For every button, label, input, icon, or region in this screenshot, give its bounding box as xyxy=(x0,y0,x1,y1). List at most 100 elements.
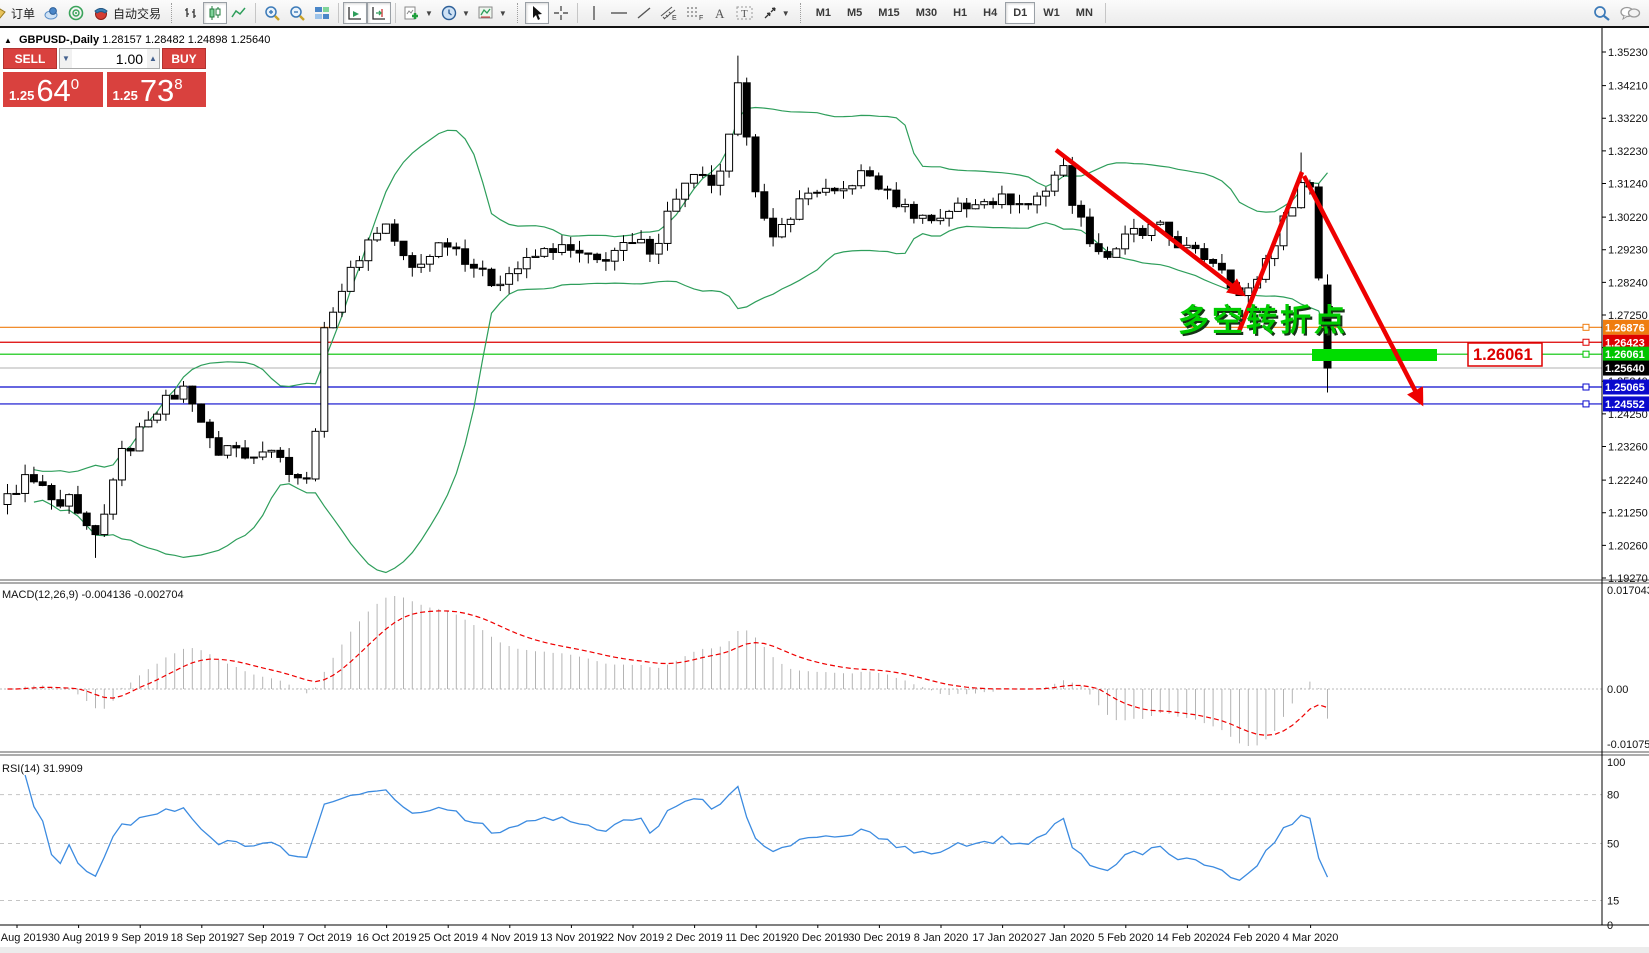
buy-price-display[interactable]: 1.25 73 8 xyxy=(106,72,206,107)
macd-signal-line xyxy=(7,610,1328,736)
tile-windows-icon xyxy=(315,7,330,19)
trendline-button[interactable] xyxy=(632,2,656,24)
timeframe-h4-button[interactable]: H4 xyxy=(975,2,1005,24)
toolbar-separator xyxy=(255,3,257,23)
buy-button[interactable]: BUY xyxy=(162,48,206,69)
line-chart-button[interactable] xyxy=(227,2,251,24)
volume-input[interactable] xyxy=(71,49,148,68)
crosshair-icon xyxy=(553,6,568,20)
svg-text:4 Nov 2019: 4 Nov 2019 xyxy=(482,932,538,944)
sell-price-display[interactable]: 1.25 64 0 xyxy=(3,72,103,107)
svg-text:1.31240: 1.31240 xyxy=(1608,178,1648,190)
periods-button[interactable]: ▼ xyxy=(437,2,474,24)
line-handle xyxy=(1582,323,1590,331)
cursor-button[interactable] xyxy=(524,2,549,24)
search-icon xyxy=(1594,5,1610,21)
auto-scroll-icon xyxy=(348,7,362,20)
svg-text:1.24250: 1.24250 xyxy=(1608,409,1648,421)
zoom-in-button[interactable] xyxy=(260,2,285,24)
arrows-icon xyxy=(764,7,776,19)
vertical-line-button[interactable] xyxy=(582,2,606,24)
new-order-button[interactable]: 订单 xyxy=(0,2,39,24)
svg-text:25 Oct 2019: 25 Oct 2019 xyxy=(418,932,478,944)
clock-icon xyxy=(441,5,457,21)
rsi-line xyxy=(24,774,1329,882)
horizontal-line-button[interactable] xyxy=(606,2,632,24)
svg-text:1.35230: 1.35230 xyxy=(1608,47,1648,59)
svg-text:4 Mar 2020: 4 Mar 2020 xyxy=(1283,932,1339,944)
svg-text:1.19270: 1.19270 xyxy=(1608,573,1648,585)
new-order-label: 订单 xyxy=(11,6,36,21)
toolbar-separator xyxy=(1104,3,1106,23)
one-click-trading-panel: SELL ▼ ▲ BUY 1.25 64 0 1.25 73 8 xyxy=(3,48,206,107)
text-button[interactable]: A xyxy=(708,2,732,24)
svg-text:1.30220: 1.30220 xyxy=(1608,212,1648,224)
timeframe-m30-button[interactable]: M30 xyxy=(908,2,945,24)
svg-text:11 Dec 2019: 11 Dec 2019 xyxy=(725,932,787,944)
svg-text:21 Aug 2019: 21 Aug 2019 xyxy=(0,932,48,944)
bollinger-bands xyxy=(33,106,1329,574)
templates-button[interactable]: ▼ xyxy=(474,2,511,24)
chat-button[interactable] xyxy=(1615,2,1645,24)
svg-text:27 Jan 2020: 27 Jan 2020 xyxy=(1034,932,1095,944)
macd-axis-max: 0.017043 xyxy=(1607,585,1649,597)
sell-button[interactable]: SELL xyxy=(3,48,57,69)
autotrading-label: 自动交易 xyxy=(113,6,162,21)
chart-symbol-period: GBPUSD-,Daily xyxy=(18,34,100,46)
timeframe-h1-button[interactable]: H1 xyxy=(945,2,975,24)
channel-button[interactable]: E xyxy=(656,2,682,24)
indicators-button[interactable]: ▼ xyxy=(400,2,437,24)
arrows-button[interactable]: ▼ xyxy=(758,2,794,24)
bar-chart-button[interactable] xyxy=(179,2,203,24)
channel-icon: E xyxy=(660,6,677,21)
buy-price-major: 1.25 xyxy=(112,88,138,103)
zoom-out-button[interactable] xyxy=(285,2,310,24)
text-icon: A xyxy=(715,6,725,21)
main-toolbar: 订单 自动交易 ▼ ▼ xyxy=(0,0,1649,28)
collapse-panel-icon[interactable]: ▲ xyxy=(4,36,12,45)
svg-text:T: T xyxy=(741,8,748,20)
price-chart-canvas[interactable]: 1.35230 1.34210 1.33220 1.32230 1.31240 1.302… xyxy=(0,28,1649,953)
timeframe-d1-button[interactable]: D1 xyxy=(1005,2,1036,24)
price-tag: 1.26876 xyxy=(1603,319,1649,335)
svg-text:1.26061: 1.26061 xyxy=(1605,349,1645,361)
macd-axis-zero: 0.00 xyxy=(1607,684,1628,696)
chart-shift-button[interactable] xyxy=(367,2,392,24)
search-button[interactable] xyxy=(1589,2,1615,24)
metaeditor-icon xyxy=(44,7,58,20)
signals-button[interactable] xyxy=(64,2,89,24)
svg-text:8 Jan 2020: 8 Jan 2020 xyxy=(914,932,968,944)
candlestick-chart-button[interactable] xyxy=(203,2,228,24)
svg-text:1.26876: 1.26876 xyxy=(1605,322,1645,334)
svg-text:1.33220: 1.33220 xyxy=(1608,113,1648,125)
autotrading-button[interactable]: 自动交易 xyxy=(89,2,165,24)
chart-window[interactable]: 1.35230 1.34210 1.33220 1.32230 1.31240 1.302… xyxy=(0,28,1649,953)
timeframe-m1-button[interactable]: M1 xyxy=(808,2,839,24)
dropdown-arrow-icon: ▼ xyxy=(425,8,433,18)
bar-chart-icon xyxy=(185,8,197,18)
crosshair-button[interactable] xyxy=(549,2,573,24)
svg-text:1.21250: 1.21250 xyxy=(1608,508,1648,520)
macd-label: MACD(12,26,9) -0.004136 -0.002704 xyxy=(2,589,184,601)
metaeditor-button[interactable] xyxy=(39,2,64,24)
svg-text:14 Feb 2020: 14 Feb 2020 xyxy=(1157,932,1219,944)
templates-icon xyxy=(478,6,493,19)
timeframe-m5-button[interactable]: M5 xyxy=(839,2,870,24)
auto-scroll-button[interactable] xyxy=(343,2,368,24)
timeframe-m15-button[interactable]: M15 xyxy=(870,2,907,24)
timeframe-w1-button[interactable]: W1 xyxy=(1035,2,1068,24)
timeframe-mn-button[interactable]: MN xyxy=(1068,2,1101,24)
fibonacci-button[interactable]: F xyxy=(682,2,708,24)
svg-text:7 Oct 2019: 7 Oct 2019 xyxy=(298,932,352,944)
zoom-out-icon xyxy=(290,5,305,21)
turning-point-annotation[interactable]: 多空转折点 xyxy=(1178,303,1348,338)
sell-price-point: 0 xyxy=(70,76,80,93)
tile-windows-button[interactable] xyxy=(310,2,334,24)
text-label-button[interactable]: T xyxy=(732,2,758,24)
price-axis: 1.35230 1.34210 1.33220 1.32230 1.31240 1.302… xyxy=(1602,47,1648,585)
dropdown-arrow-icon: ▼ xyxy=(781,8,790,18)
fibonacci-icon: F xyxy=(686,7,703,21)
volume-increase-button[interactable]: ▲ xyxy=(147,49,159,68)
volume-decrease-button[interactable]: ▼ xyxy=(60,49,72,68)
